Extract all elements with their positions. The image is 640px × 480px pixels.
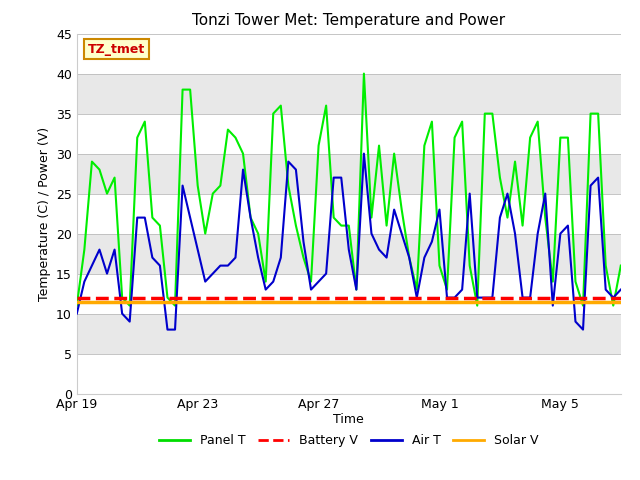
Title: Tonzi Tower Met: Temperature and Power: Tonzi Tower Met: Temperature and Power	[192, 13, 506, 28]
Bar	[77, 354, 621, 394]
X-axis label: Time: Time	[333, 413, 364, 426]
Bar	[77, 34, 621, 73]
Y-axis label: Temperature (C) / Power (V): Temperature (C) / Power (V)	[38, 127, 51, 300]
Bar	[77, 73, 621, 114]
Bar	[77, 193, 621, 234]
Bar	[77, 154, 621, 193]
Legend: Panel T, Battery V, Air T, Solar V: Panel T, Battery V, Air T, Solar V	[154, 429, 544, 452]
Bar	[77, 313, 621, 354]
Bar	[77, 234, 621, 274]
Text: TZ_tmet: TZ_tmet	[88, 43, 145, 56]
Bar	[77, 274, 621, 313]
Bar	[77, 114, 621, 154]
